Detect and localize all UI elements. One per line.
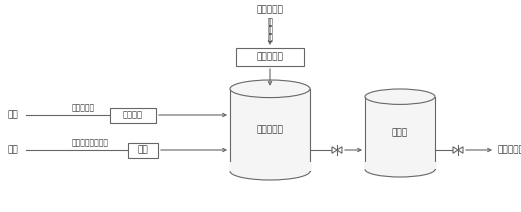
Text: 添加剂溶液: 添加剂溶液 [256, 53, 283, 61]
Ellipse shape [365, 89, 435, 104]
Text: 破碎、研磨、筛分: 破碎、研磨、筛分 [71, 138, 108, 148]
Text: 于: 于 [267, 25, 272, 35]
Bar [229, 162, 311, 171]
Bar [110, 107, 156, 123]
Text: 改性污泥: 改性污泥 [123, 110, 143, 120]
Bar [365, 97, 435, 169]
Text: 制浆搅拌罐: 制浆搅拌罐 [256, 126, 283, 134]
Text: 溶: 溶 [267, 18, 272, 26]
Ellipse shape [365, 162, 435, 177]
Ellipse shape [230, 162, 310, 180]
Bar [230, 89, 310, 171]
Polygon shape [332, 147, 337, 153]
Polygon shape [458, 147, 463, 153]
Text: 超声波处理: 超声波处理 [71, 103, 95, 113]
Text: 水: 水 [267, 33, 272, 42]
Bar [128, 142, 158, 158]
Text: 原煤: 原煤 [8, 145, 19, 155]
Bar [236, 48, 304, 66]
Text: 储浆罐: 储浆罐 [392, 128, 408, 138]
Text: 制浆添加剂: 制浆添加剂 [256, 6, 283, 14]
Polygon shape [337, 147, 342, 153]
Ellipse shape [230, 80, 310, 98]
Bar [364, 162, 436, 169]
Text: 煤粉: 煤粉 [138, 145, 148, 155]
Polygon shape [453, 147, 458, 153]
Text: 污泥: 污泥 [8, 110, 19, 120]
Text: 用于燃烧或气化: 用于燃烧或气化 [498, 145, 521, 155]
